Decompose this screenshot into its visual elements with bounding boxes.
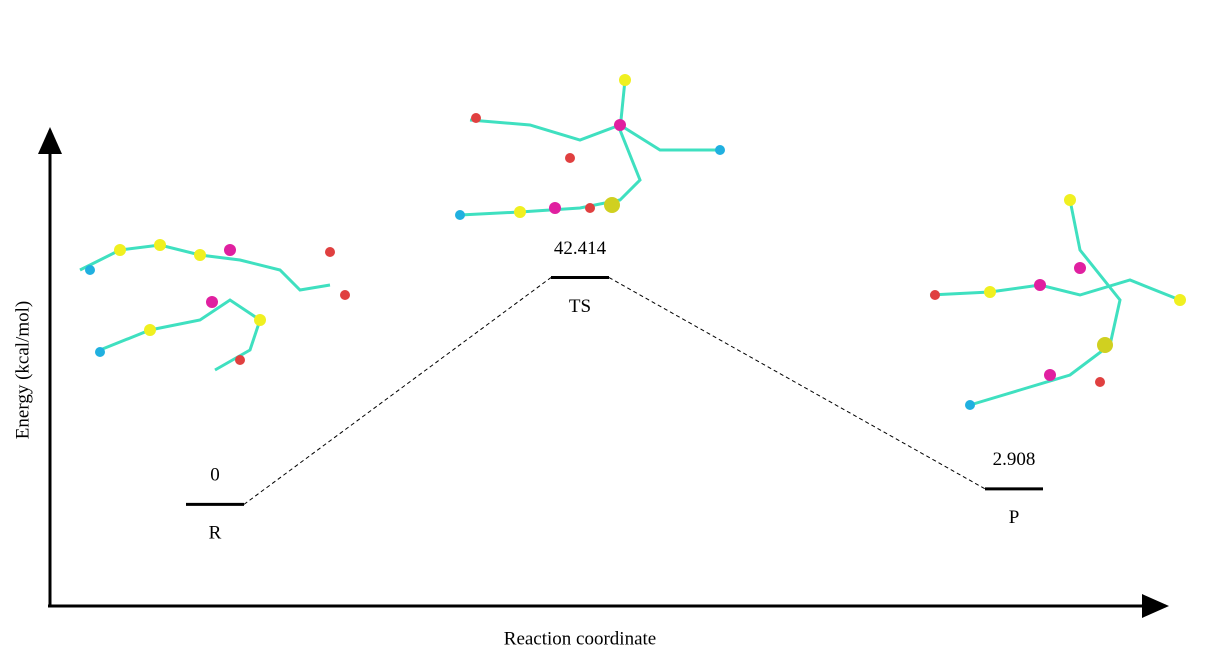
connector xyxy=(244,278,551,505)
x-axis-label: Reaction coordinate xyxy=(504,628,656,649)
molecule-decoration xyxy=(80,80,1180,405)
connector xyxy=(609,278,985,489)
atom-decoration xyxy=(85,74,1186,410)
value-label: 42.414 xyxy=(554,238,607,259)
state-label: R xyxy=(209,523,222,544)
state-label: P xyxy=(1009,507,1020,528)
state-label: TS xyxy=(569,296,591,317)
y-axis-label: Energy (kcal/mol) xyxy=(12,301,33,439)
value-label: 2.908 xyxy=(993,449,1036,470)
value-label: 0 xyxy=(210,465,220,486)
chart: Reaction coordinate Energy (kcal/mol) 0 R… xyxy=(0,0,1211,655)
